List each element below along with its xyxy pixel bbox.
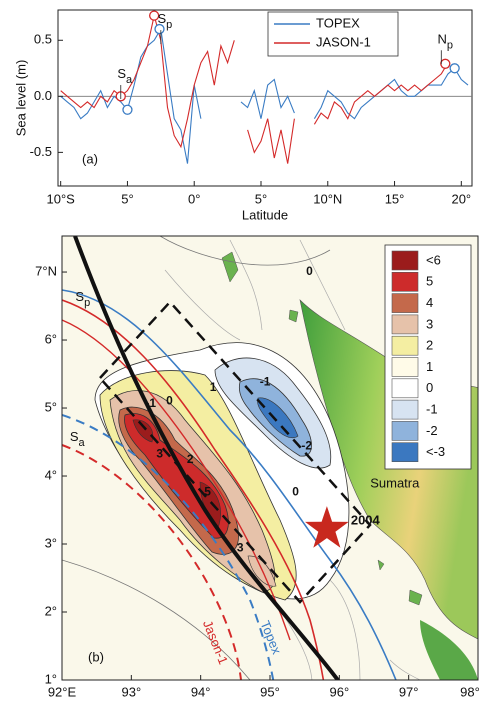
x-axis-label: Latitude <box>242 207 288 222</box>
annotation: Sa <box>117 66 133 85</box>
x-tick-label: 15° <box>385 191 405 206</box>
y-tick-label: 5° <box>45 399 57 414</box>
y-tick-label: 0.5 <box>34 32 52 47</box>
legend-label: 2 <box>426 338 433 353</box>
legend-label: -2 <box>426 423 438 438</box>
contour-label: 2 <box>187 452 194 466</box>
y-tick-label: 7°N <box>35 263 57 278</box>
legend-label: 4 <box>426 295 433 310</box>
y-tick-label: -0.5 <box>30 144 52 159</box>
annotation-text: S <box>70 429 79 444</box>
y-axis-label: Sea level (m) <box>13 60 28 137</box>
x-tick-label: 96° <box>329 684 349 699</box>
y-tick-label: 2° <box>45 603 57 618</box>
contour-label: -2 <box>301 438 312 452</box>
legend-swatch <box>392 358 418 377</box>
annotation-subscript: p <box>447 39 453 51</box>
x-tick-label: 98° <box>460 684 480 699</box>
figure: <6543210-1-2<-30-101-1-232530SumatraSpSa… <box>0 0 487 703</box>
annotation-subscript: a <box>79 437 86 449</box>
x-tick-label: 95° <box>260 684 280 699</box>
plot-area <box>58 16 472 164</box>
x-tick-label: 20° <box>451 191 471 206</box>
legend-label: 5 <box>426 274 433 289</box>
annotation-text: N <box>438 32 447 47</box>
contour-label: 0 <box>306 264 313 278</box>
contour-label: 0 <box>292 485 299 499</box>
x-tick-label: 5° <box>255 191 267 206</box>
annotation-subscript: p <box>84 297 90 309</box>
contour-label: -1 <box>260 374 271 388</box>
annotation-text: S <box>117 66 126 81</box>
legend-swatch <box>392 379 418 398</box>
legend-swatch <box>392 336 418 355</box>
x-tick-label: 94° <box>191 684 211 699</box>
legend-label: <-3 <box>426 444 445 459</box>
y-tick-label: 6° <box>45 331 57 346</box>
contour-label: 1 <box>210 380 217 394</box>
x-tick-label: 97° <box>399 684 419 699</box>
legend-label: TOPEX <box>316 15 360 30</box>
legend-label: 1 <box>426 359 433 374</box>
legend-swatch <box>392 443 418 462</box>
y-tick-label: 1° <box>45 671 57 686</box>
legend-label: JASON-1 <box>316 34 371 49</box>
panel-label: (b) <box>88 649 104 664</box>
annotation-subscript: a <box>126 74 133 86</box>
contour-label: 3 <box>237 540 244 554</box>
legend-label: 0 <box>426 380 433 395</box>
contour-label: 3 <box>156 446 163 460</box>
x-tick-label: 10°S <box>46 191 75 206</box>
annotation-subscript: p <box>166 19 172 31</box>
y-tick-label: 3° <box>45 535 57 550</box>
legend-label: <6 <box>426 252 441 267</box>
x-tick-label: 93° <box>121 684 141 699</box>
x-tick-label: 0° <box>188 191 200 206</box>
page: <6543210-1-2<-30-101-1-232530SumatraSpSa… <box>0 0 487 703</box>
x-tick-label: 92°E <box>48 684 77 699</box>
contour-label: -1 <box>145 396 156 410</box>
legend-swatch <box>392 251 418 270</box>
y-tick-label: 4° <box>45 467 57 482</box>
x-tick-label: 10°N <box>313 191 342 206</box>
annotation-text: S <box>75 289 84 304</box>
legend-swatch <box>392 294 418 313</box>
legend-swatch <box>392 315 418 334</box>
marker-circle <box>450 64 459 73</box>
annotation-text: S <box>157 12 166 27</box>
marker-circle <box>441 59 450 68</box>
legend-swatch <box>392 400 418 419</box>
legend-swatch <box>392 421 418 440</box>
legend-label: -1 <box>426 402 438 417</box>
panel-label: (a) <box>82 151 98 166</box>
annotation: Np <box>438 32 454 51</box>
marker-circle <box>123 105 132 114</box>
y-tick-label: 0.0 <box>34 88 52 103</box>
x-tick-label: 5° <box>121 191 133 206</box>
epicenter-label: 2004 <box>351 512 381 527</box>
legend-swatch <box>392 272 418 291</box>
contour-label: 5 <box>204 485 211 499</box>
legend-label: 3 <box>426 316 433 331</box>
contour-label: 0 <box>166 393 173 407</box>
place-label: Sumatra <box>370 476 420 491</box>
